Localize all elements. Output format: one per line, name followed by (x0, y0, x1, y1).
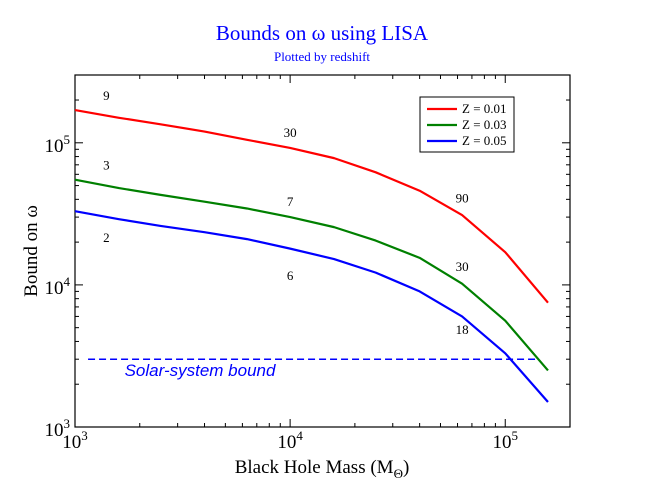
point-annotation: 90 (456, 191, 469, 206)
point-annotation: 30 (284, 125, 297, 140)
x-tick-label: 105 (492, 428, 517, 453)
point-annotation: 18 (456, 322, 469, 337)
y-tick-label: 105 (45, 132, 71, 157)
point-annotation: 2 (103, 230, 110, 245)
chart-subtitle: Plotted by redshift (274, 49, 370, 64)
legend-items: Z = 0.01Z = 0.03Z = 0.05 (427, 101, 507, 148)
x-tick-label: 103 (62, 428, 88, 453)
y-axis-label: Bound on ω (21, 205, 42, 297)
legend-label: Z = 0.03 (462, 117, 507, 132)
series-line-2 (74, 178, 549, 372)
point-annotation: 9 (103, 88, 110, 103)
x-axis-label: Black Hole Mass (MΘ) (235, 457, 410, 481)
axis-ticks (74, 74, 571, 428)
annotations-group: 9 30 90 3 7 30 2 6 18 (103, 88, 468, 337)
x-tick-label: 104 (277, 428, 303, 453)
point-annotation: 7 (287, 194, 294, 209)
point-annotation: 3 (103, 157, 110, 172)
axis-tick-labels: 103 104 105 103 104 105 (45, 132, 518, 453)
y-tick-label: 104 (45, 274, 71, 299)
series-group (74, 108, 549, 403)
reference-line-group: Solar-system bound (88, 358, 537, 380)
legend-label: Z = 0.05 (462, 133, 507, 148)
legend-label: Z = 0.01 (462, 101, 507, 116)
plot-frame (74, 74, 571, 428)
y-tick-label: 103 (45, 416, 71, 441)
solar-system-bound-label: Solar-system bound (125, 361, 276, 380)
point-annotation: 6 (287, 268, 294, 283)
point-annotation: 30 (456, 259, 469, 274)
series-line-3 (74, 210, 549, 403)
legend: Z = 0.01Z = 0.03Z = 0.05 (419, 96, 515, 153)
chart-title: Bounds on ω using LISA (216, 21, 429, 45)
series-line-1 (74, 108, 549, 304)
